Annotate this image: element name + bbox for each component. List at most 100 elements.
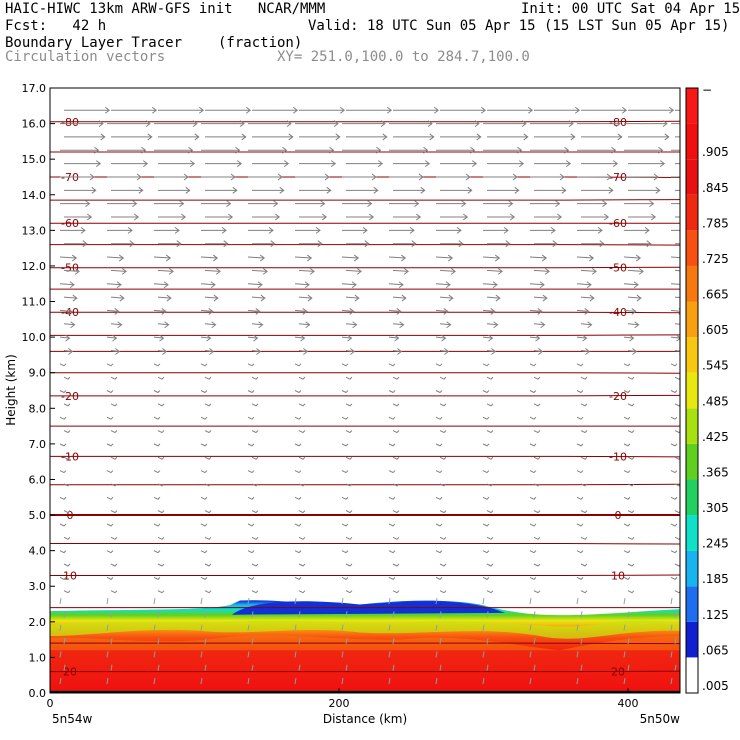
vector-arrow — [200, 597, 203, 605]
vector-arrow — [341, 416, 349, 420]
vector-arrow — [341, 651, 344, 658]
vector-arrow — [157, 376, 165, 380]
contour-line — [50, 455, 680, 458]
vector-arrow — [157, 456, 165, 460]
vector-arrow — [627, 321, 640, 329]
vector-arrow — [392, 456, 400, 460]
vector-arrow — [204, 321, 217, 329]
vector-arrow — [342, 200, 373, 208]
colorbar-label: .725 — [702, 252, 729, 266]
vector-arrow — [251, 456, 259, 460]
vector-arrow — [581, 133, 623, 141]
vector-arrow — [59, 416, 67, 420]
vector-arrow — [440, 213, 469, 221]
tracer-field — [50, 600, 680, 693]
vector-arrow — [670, 416, 678, 420]
vector-arrow — [530, 200, 561, 208]
vector-arrow — [205, 240, 229, 248]
vector-arrow — [204, 403, 212, 407]
colorbar-segment — [686, 88, 698, 124]
vector-arrow — [153, 651, 156, 658]
vector-arrow — [529, 523, 537, 527]
vector-arrow — [111, 186, 144, 194]
vector-arrow — [345, 536, 353, 540]
vector-arrow — [529, 550, 537, 554]
vector-arrow — [59, 470, 67, 474]
vector-arrow — [251, 637, 254, 645]
vector-arrow — [157, 403, 165, 407]
vector-arrow — [529, 254, 548, 262]
colorbar-segment — [686, 301, 698, 338]
vector-arrow — [482, 308, 496, 315]
vector-arrow — [623, 281, 639, 289]
vector-arrow — [59, 550, 67, 554]
vector-arrow — [580, 637, 583, 645]
vector-arrow — [576, 308, 590, 315]
vector-arrow — [204, 348, 215, 355]
vector-arrow — [252, 240, 276, 248]
vector-arrow — [60, 226, 86, 234]
vector-arrow — [204, 637, 207, 645]
contour-line — [50, 334, 680, 336]
vector-arrow — [341, 550, 349, 554]
vector-arrow — [345, 611, 348, 618]
vector-arrow — [580, 590, 588, 594]
vector-arrow — [106, 576, 114, 580]
vector-arrow — [153, 363, 161, 367]
colorbar-segment — [686, 515, 698, 551]
vector-arrow — [200, 576, 208, 580]
vector-arrow — [153, 597, 156, 605]
vector-arrow — [533, 563, 541, 567]
vector-arrow — [294, 363, 302, 367]
vector-arrow — [580, 456, 588, 460]
vector-arrow — [298, 267, 315, 275]
vector-arrow — [247, 678, 250, 685]
vector-arrow — [670, 443, 678, 447]
vector-arrow — [247, 308, 261, 315]
vector-arrow — [252, 106, 299, 114]
vector-arrow — [342, 120, 386, 127]
vector-arrow — [106, 597, 109, 605]
vector-arrow — [624, 200, 655, 208]
vector-arrow — [247, 390, 255, 394]
vector-arrow — [393, 133, 435, 141]
vector-arrow — [435, 281, 451, 289]
vector-arrow — [299, 186, 332, 194]
vector-arrow — [529, 678, 532, 685]
vector-arrow — [439, 510, 447, 514]
vector-arrow — [251, 563, 259, 567]
vector-arrow — [153, 470, 161, 474]
contour-line — [50, 244, 680, 246]
vector-arrow — [298, 611, 301, 618]
vector-arrow — [251, 348, 262, 355]
vector-arrow — [529, 624, 532, 631]
vector-arrow — [487, 160, 525, 168]
vector-arrow — [392, 536, 400, 540]
vector-arrow — [294, 651, 297, 658]
vector-arrow — [106, 550, 114, 554]
vector-arrow — [111, 160, 149, 168]
vector-arrow — [63, 430, 71, 434]
x-tick-label: 200 — [328, 697, 349, 710]
vector-arrow — [110, 483, 118, 487]
vector-arrow — [670, 308, 680, 315]
vector-arrow — [157, 430, 165, 434]
vector-arrow — [623, 416, 631, 420]
vector-arrow — [482, 651, 485, 658]
vector-arrow — [486, 637, 489, 645]
vector-arrow — [341, 523, 349, 527]
colorbar-label: .305 — [702, 501, 729, 515]
contour-label: 20 — [63, 666, 77, 679]
vector-arrow — [110, 510, 118, 514]
vector-arrow — [106, 443, 114, 447]
vector-arrow — [200, 523, 208, 527]
vector-arrow — [533, 510, 541, 514]
vector-arrow — [59, 597, 62, 605]
vector-arrow — [248, 120, 292, 127]
vector-arrow — [64, 240, 88, 248]
vector-arrow — [671, 203, 680, 205]
y-tick-label: 14.0 — [22, 189, 47, 202]
vector-arrow — [64, 186, 97, 194]
vector-arrow — [576, 597, 579, 605]
vector-arrow — [483, 226, 509, 234]
